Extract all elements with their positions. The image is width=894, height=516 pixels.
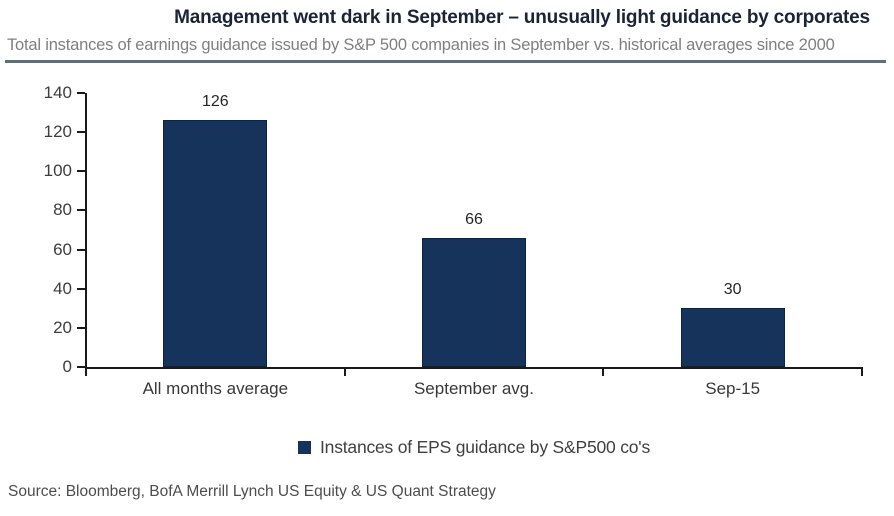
y-tick-mark xyxy=(77,366,85,368)
x-tick-mark xyxy=(343,369,346,376)
y-tick-label: 40 xyxy=(53,278,72,298)
x-tick-mark xyxy=(861,369,863,376)
bar xyxy=(422,237,526,367)
y-tick-label: 20 xyxy=(53,317,72,337)
bar-value-label: 66 xyxy=(465,210,483,228)
y-tick-mark xyxy=(77,248,85,251)
x-category-label: All months average xyxy=(142,379,289,398)
y-tick-label: 60 xyxy=(53,239,72,259)
legend-label: Instances of EPS guidance by S&P500 co's xyxy=(320,437,650,457)
y-tick-mark xyxy=(77,131,85,134)
x-tick-mark xyxy=(85,369,87,376)
y-axis-line xyxy=(85,93,87,369)
source-note: Source: Bloomberg, BofA Merrill Lynch US… xyxy=(8,483,496,500)
header-divider xyxy=(5,60,886,63)
bar xyxy=(163,120,268,367)
chart-title: Management went dark in September – unus… xyxy=(174,7,870,28)
bar-value-label: 30 xyxy=(723,281,742,299)
x-tick-mark xyxy=(602,369,605,376)
chart-legend: Instances of EPS guidance by S&P500 co's xyxy=(86,437,862,458)
y-tick-label: 120 xyxy=(43,122,72,142)
y-tick-mark xyxy=(77,287,85,290)
y-tick-label: 80 xyxy=(53,200,72,220)
y-tick-mark xyxy=(77,170,85,173)
x-axis-line xyxy=(85,367,863,369)
bar-value-label: 126 xyxy=(201,93,229,111)
x-category-label: September avg. xyxy=(413,379,534,398)
y-tick-mark xyxy=(77,92,85,94)
bar xyxy=(680,308,785,367)
y-tick-label: 140 xyxy=(43,83,72,102)
chart-subtitle: Total instances of earnings guidance iss… xyxy=(7,36,835,54)
legend-swatch-icon xyxy=(298,441,311,454)
y-tick-label: 100 xyxy=(43,161,72,181)
y-tick-mark xyxy=(77,326,85,329)
y-tick-mark xyxy=(77,209,85,212)
x-category-label: Sep-15 xyxy=(705,379,761,398)
y-tick-label: 0 xyxy=(62,357,72,376)
